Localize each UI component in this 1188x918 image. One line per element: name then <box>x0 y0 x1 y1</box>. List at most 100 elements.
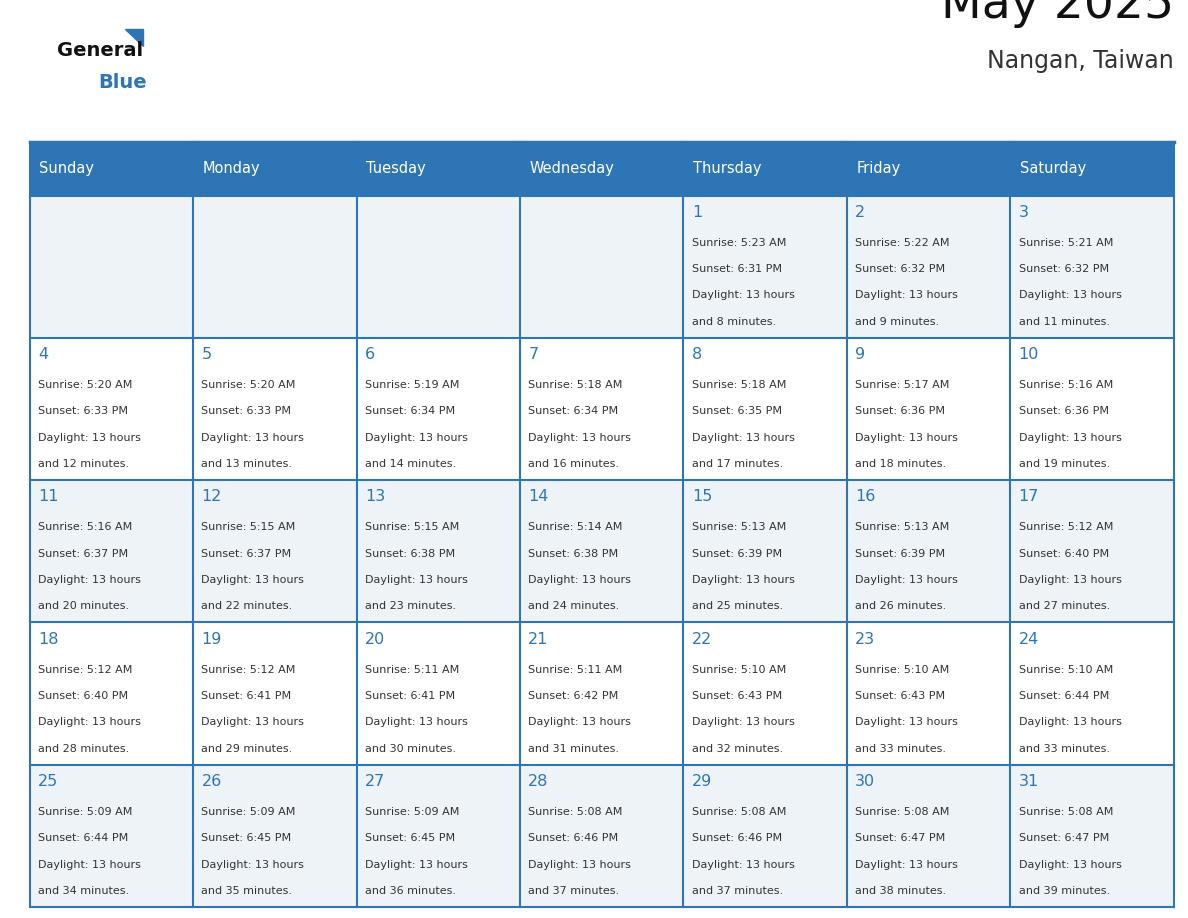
Text: Sunrise: 5:09 AM: Sunrise: 5:09 AM <box>202 807 296 817</box>
Bar <box>847 142 1010 196</box>
Text: Sunrise: 5:10 AM: Sunrise: 5:10 AM <box>691 665 786 675</box>
Text: Sunrise: 5:21 AM: Sunrise: 5:21 AM <box>1018 238 1113 248</box>
Bar <box>356 196 520 338</box>
Text: Sunrise: 5:19 AM: Sunrise: 5:19 AM <box>365 380 460 390</box>
Text: Daylight: 13 hours: Daylight: 13 hours <box>202 859 304 869</box>
Text: Daylight: 13 hours: Daylight: 13 hours <box>855 575 958 585</box>
Text: 3: 3 <box>1018 205 1029 219</box>
Bar <box>520 338 683 480</box>
Text: 17: 17 <box>1018 489 1040 504</box>
Text: and 38 minutes.: and 38 minutes. <box>855 886 947 896</box>
Bar <box>683 765 847 907</box>
Text: Sunset: 6:35 PM: Sunset: 6:35 PM <box>691 407 782 417</box>
Text: Daylight: 13 hours: Daylight: 13 hours <box>38 859 141 869</box>
Text: Sunrise: 5:13 AM: Sunrise: 5:13 AM <box>691 522 786 532</box>
Text: Daylight: 13 hours: Daylight: 13 hours <box>1018 859 1121 869</box>
Text: Daylight: 13 hours: Daylight: 13 hours <box>855 859 958 869</box>
Text: General: General <box>57 40 143 60</box>
Text: Sunrise: 5:12 AM: Sunrise: 5:12 AM <box>202 665 296 675</box>
Text: Sunset: 6:38 PM: Sunset: 6:38 PM <box>365 549 455 559</box>
Bar <box>194 765 356 907</box>
Text: Sunset: 6:47 PM: Sunset: 6:47 PM <box>1018 834 1108 844</box>
Text: Sunset: 6:43 PM: Sunset: 6:43 PM <box>855 691 946 701</box>
Text: Sunrise: 5:08 AM: Sunrise: 5:08 AM <box>855 807 949 817</box>
Text: Sunset: 6:32 PM: Sunset: 6:32 PM <box>1018 264 1108 274</box>
Bar <box>194 338 356 480</box>
Text: Daylight: 13 hours: Daylight: 13 hours <box>38 432 141 442</box>
Text: 1: 1 <box>691 205 702 219</box>
Bar <box>847 338 1010 480</box>
Bar <box>520 142 683 196</box>
Text: and 17 minutes.: and 17 minutes. <box>691 459 783 469</box>
Bar <box>30 142 194 196</box>
Text: and 34 minutes.: and 34 minutes. <box>38 886 129 896</box>
Text: 23: 23 <box>855 632 876 646</box>
Text: 13: 13 <box>365 489 385 504</box>
Text: 11: 11 <box>38 489 58 504</box>
Text: Daylight: 13 hours: Daylight: 13 hours <box>691 432 795 442</box>
Text: and 27 minutes.: and 27 minutes. <box>1018 601 1110 611</box>
Text: Daylight: 13 hours: Daylight: 13 hours <box>365 859 468 869</box>
Bar <box>356 142 520 196</box>
Bar <box>683 480 847 622</box>
Text: and 25 minutes.: and 25 minutes. <box>691 601 783 611</box>
Text: 12: 12 <box>202 489 222 504</box>
Bar <box>194 480 356 622</box>
Text: Sunrise: 5:08 AM: Sunrise: 5:08 AM <box>1018 807 1113 817</box>
Text: Friday: Friday <box>857 162 901 176</box>
Text: Sunrise: 5:11 AM: Sunrise: 5:11 AM <box>529 665 623 675</box>
Bar <box>194 622 356 765</box>
Polygon shape <box>125 29 143 46</box>
Text: May 2025: May 2025 <box>941 0 1174 28</box>
Text: 28: 28 <box>529 774 549 789</box>
Bar <box>30 196 194 338</box>
Text: Sunset: 6:44 PM: Sunset: 6:44 PM <box>1018 691 1108 701</box>
Text: 9: 9 <box>855 347 865 362</box>
Text: and 32 minutes.: and 32 minutes. <box>691 744 783 754</box>
Bar <box>847 622 1010 765</box>
Text: Sunrise: 5:14 AM: Sunrise: 5:14 AM <box>529 522 623 532</box>
Text: Sunrise: 5:18 AM: Sunrise: 5:18 AM <box>529 380 623 390</box>
Text: 2: 2 <box>855 205 865 219</box>
Text: Sunset: 6:42 PM: Sunset: 6:42 PM <box>529 691 619 701</box>
Bar <box>1010 196 1174 338</box>
Text: and 33 minutes.: and 33 minutes. <box>855 744 946 754</box>
Text: and 24 minutes.: and 24 minutes. <box>529 601 620 611</box>
Text: Daylight: 13 hours: Daylight: 13 hours <box>365 717 468 727</box>
Text: Sunrise: 5:10 AM: Sunrise: 5:10 AM <box>1018 665 1113 675</box>
Text: and 31 minutes.: and 31 minutes. <box>529 744 619 754</box>
Text: Sunset: 6:33 PM: Sunset: 6:33 PM <box>202 407 291 417</box>
Bar <box>520 196 683 338</box>
Text: Sunset: 6:32 PM: Sunset: 6:32 PM <box>855 264 946 274</box>
Text: Sunrise: 5:18 AM: Sunrise: 5:18 AM <box>691 380 786 390</box>
Text: and 26 minutes.: and 26 minutes. <box>855 601 947 611</box>
Text: Daylight: 13 hours: Daylight: 13 hours <box>202 575 304 585</box>
Text: Daylight: 13 hours: Daylight: 13 hours <box>202 717 304 727</box>
Text: Sunrise: 5:08 AM: Sunrise: 5:08 AM <box>529 807 623 817</box>
Text: Sunrise: 5:10 AM: Sunrise: 5:10 AM <box>855 665 949 675</box>
Text: 18: 18 <box>38 632 58 646</box>
Text: Sunset: 6:33 PM: Sunset: 6:33 PM <box>38 407 128 417</box>
Text: and 23 minutes.: and 23 minutes. <box>365 601 456 611</box>
Bar <box>520 480 683 622</box>
Bar <box>683 338 847 480</box>
Text: 27: 27 <box>365 774 385 789</box>
Bar <box>847 480 1010 622</box>
Text: Daylight: 13 hours: Daylight: 13 hours <box>1018 432 1121 442</box>
Bar <box>30 480 194 622</box>
Text: Sunset: 6:39 PM: Sunset: 6:39 PM <box>691 549 782 559</box>
Text: Sunrise: 5:23 AM: Sunrise: 5:23 AM <box>691 238 786 248</box>
Text: Sunrise: 5:08 AM: Sunrise: 5:08 AM <box>691 807 786 817</box>
Text: Sunrise: 5:11 AM: Sunrise: 5:11 AM <box>365 665 459 675</box>
Text: Sunrise: 5:16 AM: Sunrise: 5:16 AM <box>38 522 132 532</box>
Text: 19: 19 <box>202 632 222 646</box>
Text: 15: 15 <box>691 489 712 504</box>
Text: 26: 26 <box>202 774 222 789</box>
Text: Sunrise: 5:15 AM: Sunrise: 5:15 AM <box>365 522 459 532</box>
Text: Sunrise: 5:20 AM: Sunrise: 5:20 AM <box>38 380 132 390</box>
Bar <box>847 196 1010 338</box>
Text: and 16 minutes.: and 16 minutes. <box>529 459 619 469</box>
Text: Sunrise: 5:22 AM: Sunrise: 5:22 AM <box>855 238 949 248</box>
Text: 30: 30 <box>855 774 876 789</box>
Text: Sunrise: 5:09 AM: Sunrise: 5:09 AM <box>38 807 132 817</box>
